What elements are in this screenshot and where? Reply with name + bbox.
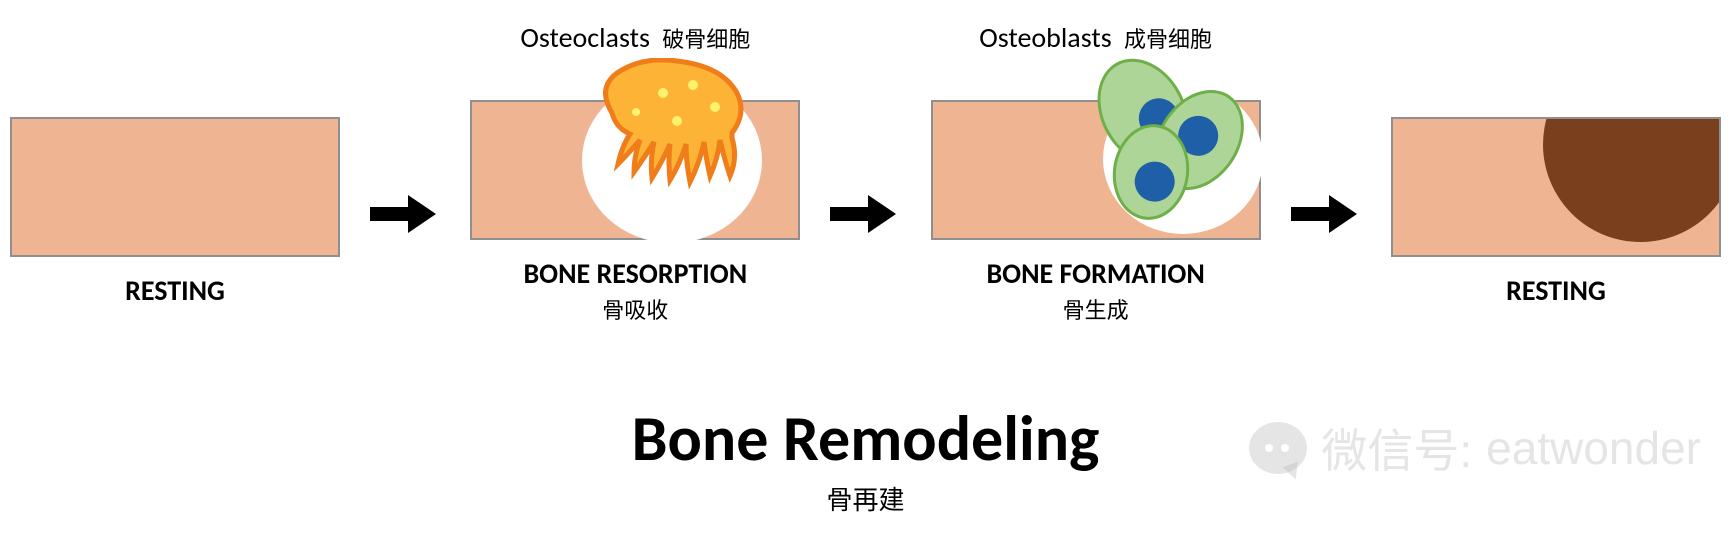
- stage-label-resting-2: RESTING: [1506, 273, 1606, 308]
- stage-label-resorption: BONE RESORPTION 骨吸收: [523, 256, 747, 325]
- bone-box-resting-2: [1391, 117, 1721, 257]
- stages-row: RESTING Osteoclasts 破骨细胞 BONE RESORPTION…: [10, 100, 1721, 325]
- stage-label-en: BONE RESORPTION: [523, 256, 747, 291]
- new-bone-icon: [1543, 117, 1721, 242]
- arrow-3: [1291, 193, 1361, 233]
- stage-label-resting-1: RESTING: [125, 273, 225, 308]
- stage-label-cn: 骨吸收: [523, 293, 747, 325]
- stage-label-formation: BONE FORMATION 骨生成: [986, 256, 1204, 325]
- stage-label-en: BONE FORMATION: [986, 256, 1204, 291]
- arrow-2: [830, 193, 900, 233]
- stage-resting-2: RESTING: [1391, 117, 1721, 308]
- osteoblast-label: Osteoblasts 成骨细胞: [979, 20, 1212, 55]
- arrow-1: [370, 193, 440, 233]
- osteoclast-icon: [592, 58, 757, 198]
- osteoblast-label-cn: 成骨细胞: [1124, 26, 1212, 53]
- osteoclast-label-cn: 破骨细胞: [662, 26, 750, 53]
- bone-box-formation: [931, 100, 1261, 240]
- wechat-icon: [1249, 422, 1307, 474]
- osteoblast-label-en: Osteoblasts: [979, 20, 1111, 55]
- stage-label-cn: 骨生成: [986, 293, 1204, 325]
- watermark-id: eatwonder: [1486, 421, 1701, 475]
- osteoblast-nucleus: [1132, 159, 1177, 204]
- osteoclast-label: Osteoclasts 破骨细胞: [520, 20, 750, 55]
- stage-formation: Osteoblasts 成骨细胞 BONE FORMATION 骨生成: [931, 100, 1261, 325]
- stage-resting-1: RESTING: [10, 117, 340, 308]
- bone-box-resting-1: [10, 117, 340, 257]
- bone-box-resorption: [470, 100, 800, 240]
- stage-resorption: Osteoclasts 破骨细胞 BONE RESORPTION 骨吸收: [470, 100, 800, 325]
- watermark: 微信号: eatwonder: [1249, 415, 1701, 481]
- stage-label-en: RESTING: [125, 273, 225, 308]
- stage-label-en: RESTING: [1506, 273, 1606, 308]
- osteoclast-label-en: Osteoclasts: [520, 20, 650, 55]
- watermark-prefix: 微信号:: [1321, 415, 1472, 481]
- title-sub: 骨再建: [0, 480, 1731, 517]
